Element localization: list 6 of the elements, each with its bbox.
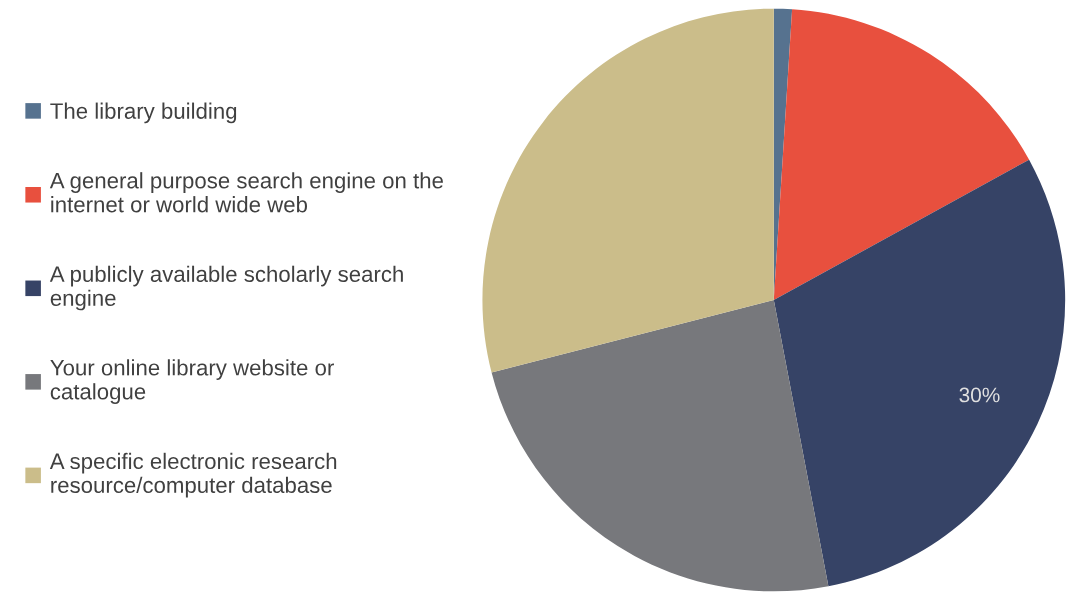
legend-label: A specific electronic research resource/computer database [49, 452, 337, 498]
legend-label: A general purpose search engine on the internet or world wide web [49, 172, 443, 213]
legend-label: A publicly available scholarly search engine [49, 265, 403, 311]
data-label: 30% [959, 387, 1000, 403]
legend-label: The library building [50, 102, 237, 124]
legend-label: Your online library website or catalogue [50, 359, 334, 404]
